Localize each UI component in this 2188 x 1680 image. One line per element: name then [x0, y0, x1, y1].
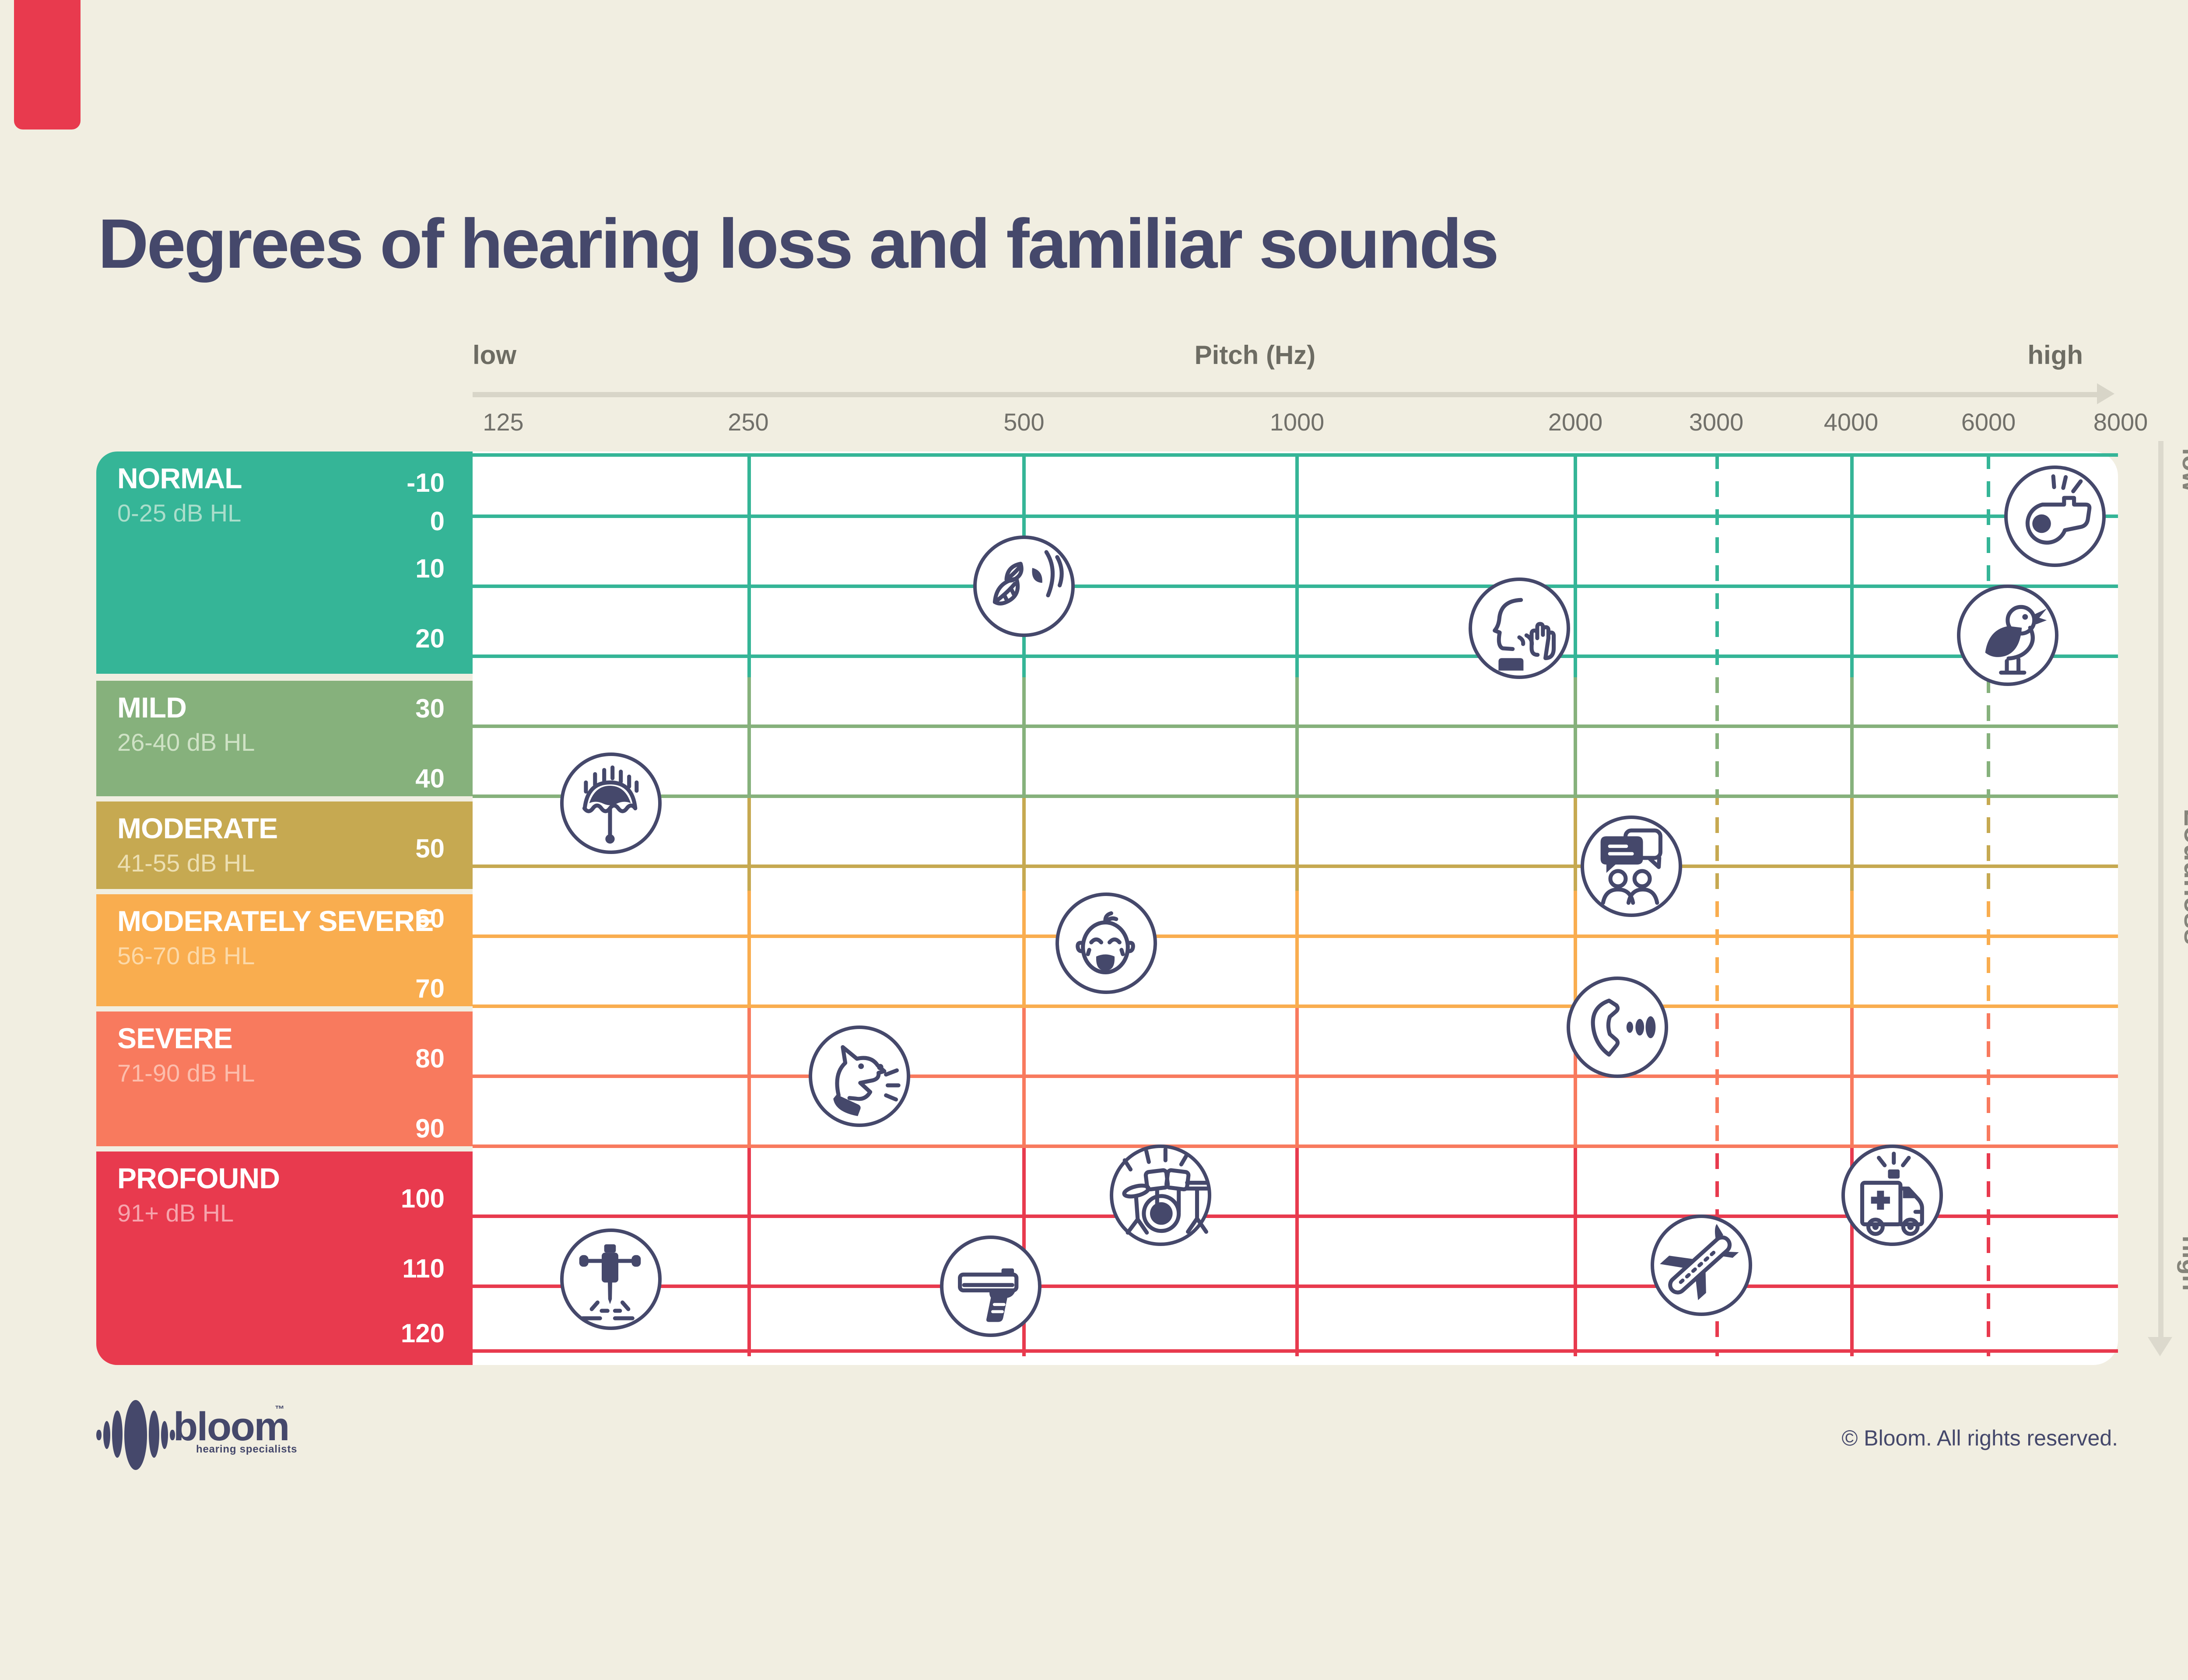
sound-icon-jackhammer	[560, 1228, 662, 1330]
sound-icon-airplane	[1651, 1214, 1753, 1316]
tick-label-2000: 2000	[1548, 408, 1603, 436]
band-range: 26-40 dB HL	[117, 728, 255, 757]
sound-icon-dog	[808, 1026, 909, 1127]
loudness-low-label: low	[2176, 448, 2188, 492]
band-block-normal: NORMAL 0-25 dB HL	[96, 452, 473, 674]
conversation-icon	[1601, 828, 1663, 905]
band-range: 41-55 dB HL	[117, 849, 255, 878]
jackhammer-icon	[579, 1244, 641, 1320]
pitch-high-label: high	[2027, 341, 2083, 371]
gridline-500hz	[1022, 453, 1026, 1356]
gridline-4000hz	[1849, 453, 1853, 1356]
page-title: Degrees of hearing loss and familiar sou…	[98, 206, 1499, 284]
phone-icon	[1591, 998, 1656, 1057]
sound-icon-whisper	[1469, 578, 1571, 679]
db-label-100: 100	[400, 1185, 445, 1214]
loudness-axis-line	[2158, 441, 2163, 1340]
copyright-text: © Bloom. All rights reserved.	[1841, 1426, 2118, 1451]
sound-icon-bird	[1957, 584, 2059, 686]
brand-accent-tab	[14, 0, 81, 130]
gridline-1000hz	[1295, 453, 1299, 1356]
db-label-50: 50	[415, 835, 445, 864]
db-label-80: 80	[415, 1045, 445, 1074]
band-block-moderate: MODERATE 41-55 dB HL	[96, 802, 473, 889]
gridline-2000hz	[1574, 453, 1577, 1356]
ambulance-icon	[1860, 1152, 1925, 1236]
sound-icon-whistle	[2004, 466, 2105, 567]
band-block-mild: MILD 26-40 dB HL	[96, 681, 473, 796]
band-name: SEVERE	[117, 1024, 233, 1055]
pitch-axis-arrow-icon	[2097, 383, 2114, 404]
tick-label-4000: 4000	[1823, 408, 1879, 436]
whistle-icon	[2025, 474, 2091, 545]
band-range: 56-70 dB HL	[117, 942, 255, 970]
db-label-90: 90	[415, 1115, 445, 1144]
db-label-70: 70	[415, 975, 445, 1004]
db-label-0: 0	[430, 508, 445, 537]
pitch-axis-label: Pitch (Hz)	[1194, 341, 1316, 371]
soundwave-icon	[96, 1430, 101, 1440]
sound-icon-gun	[940, 1236, 1042, 1337]
sound-icon-conversation	[1581, 816, 1683, 917]
baby-icon	[1075, 911, 1135, 974]
bloom-logo: bloom ™ hearing specialists	[96, 1400, 551, 1479]
db-label-110: 110	[402, 1255, 445, 1284]
band-block-severe: SEVERE 71-90 dB HL	[96, 1012, 473, 1146]
dog-icon	[832, 1045, 900, 1116]
db-label-60: 60	[415, 905, 445, 934]
band-name: MILD	[117, 693, 187, 724]
sound-icon-umbrella-rain	[560, 752, 662, 854]
gridline-6000hz	[1987, 453, 1990, 1356]
band-name: MODERATE	[117, 814, 278, 845]
tick-label-250: 250	[728, 408, 769, 436]
gridline-3000hz	[1715, 453, 1718, 1356]
tick-label-1000: 1000	[1269, 408, 1325, 436]
pitch-low-label: low	[473, 341, 516, 371]
band-name: MODERATELY SEVERE	[117, 906, 434, 938]
leaves-icon	[992, 550, 1064, 606]
band-name: PROFOUND	[117, 1164, 280, 1195]
sound-icon-drums	[1110, 1144, 1211, 1246]
gun-icon	[958, 1268, 1019, 1322]
db-label-20: 20	[415, 625, 445, 654]
db-label-30: 30	[415, 695, 445, 724]
band-name: NORMAL	[117, 464, 242, 495]
tick-label-500: 500	[1003, 408, 1045, 436]
band-block-profound: PROFOUND 91+ dB HL	[96, 1152, 473, 1365]
loudness-axis-label: Loudness	[2177, 808, 2188, 945]
tick-label-8000: 8000	[2093, 408, 2148, 436]
tick-label-3000: 3000	[1689, 408, 1744, 436]
db-label-120: 120	[400, 1320, 445, 1349]
gridline-250hz	[747, 453, 750, 1356]
sound-icon-leaves	[973, 536, 1075, 637]
logo-text: bloom	[173, 1404, 290, 1449]
band-range: 0-25 dB HL	[117, 499, 242, 528]
airplane-icon	[1660, 1224, 1740, 1300]
logo-subtitle: hearing specialists	[196, 1446, 298, 1456]
whisper-icon	[1493, 598, 1556, 671]
db-label-10: 10	[415, 555, 445, 584]
bird-icon	[1985, 605, 2048, 675]
db-label-40: 40	[415, 765, 445, 794]
band-range: 91+ dB HL	[117, 1199, 234, 1228]
band-range: 71-90 dB HL	[117, 1059, 255, 1088]
loudness-arrow-icon	[2148, 1337, 2172, 1356]
sound-icon-ambulance	[1841, 1144, 1943, 1246]
tick-label-6000: 6000	[1961, 408, 2016, 436]
tick-label-125: 125	[483, 408, 524, 436]
sound-icon-phone	[1567, 976, 1669, 1078]
loudness-high-label: high	[2176, 1236, 2188, 1291]
pitch-axis-line	[473, 392, 2100, 396]
band-block-moderately-severe: MODERATELY SEVERE 56-70 dB HL	[96, 894, 473, 1006]
sound-icon-baby	[1055, 892, 1157, 994]
logo-trademark: ™	[275, 1405, 284, 1416]
db-label--10: -10	[407, 469, 445, 499]
umbrella-rain-icon	[582, 765, 639, 844]
drums-icon	[1122, 1147, 1209, 1235]
